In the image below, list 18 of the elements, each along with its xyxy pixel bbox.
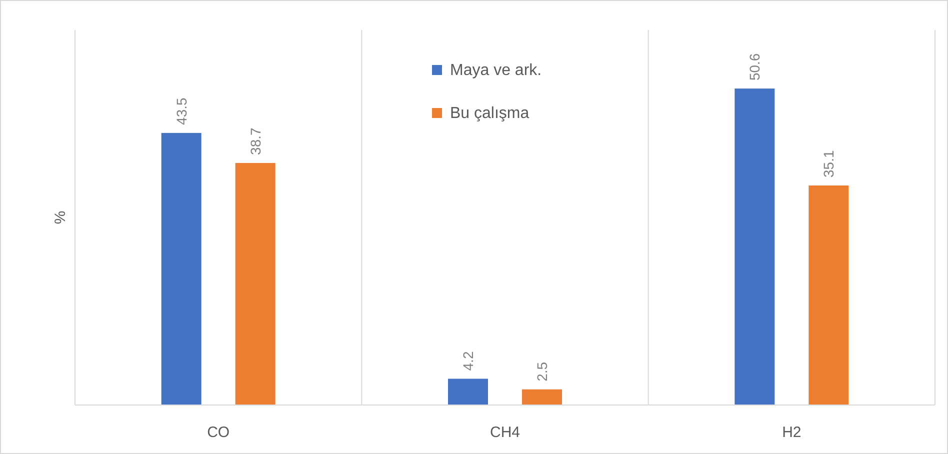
data-label: 38.7: [247, 128, 264, 155]
bar: [161, 132, 202, 405]
y-axis-title: %: [52, 210, 69, 224]
data-label: 50.6: [746, 53, 763, 81]
bar: [522, 389, 562, 405]
bar: [808, 185, 849, 405]
bar: [448, 378, 488, 405]
data-label: 35.1: [820, 150, 837, 178]
data-label: 43.5: [173, 97, 190, 125]
legend-label: Bu çalışma: [450, 105, 530, 122]
x-tick-label: CH4: [490, 424, 520, 441]
bar: [734, 88, 775, 405]
x-tick-label: CO: [207, 424, 230, 441]
bar: [235, 162, 276, 405]
data-label: 2.5: [534, 362, 550, 382]
data-label: 4.2: [460, 351, 476, 371]
legend-label: Maya ve ark.: [450, 62, 542, 79]
x-tick-label: H2: [782, 424, 802, 441]
